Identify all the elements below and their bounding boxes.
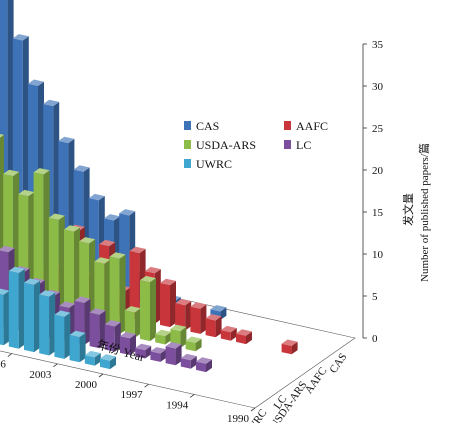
bar-usda-ars-1998 (170, 324, 187, 348)
legend-label: AAFC (296, 119, 328, 133)
bar-lc-1999 (135, 343, 152, 359)
legend-swatch (184, 121, 191, 130)
x-tick (189, 394, 195, 398)
legend-item-lc: LC (284, 138, 311, 152)
bar-uwrc-2005 (24, 278, 40, 353)
bar-lc-2001 (104, 320, 121, 352)
bar-usda-ars-1997 (185, 336, 202, 352)
bar-aafc-1992 (281, 339, 298, 355)
y-tick-label: 20 (372, 165, 384, 177)
x-tick (250, 407, 256, 412)
bar-uwrc-2004 (39, 290, 56, 356)
bar-usda-ars-2001 (124, 306, 141, 338)
bar-uwrc-2003 (54, 310, 71, 359)
y-tick-label: 25 (372, 123, 384, 135)
bar-lc-1996 (180, 353, 197, 369)
bar-uwrc-2001 (84, 350, 101, 366)
bar-usda-ars-2002 (109, 252, 126, 335)
legend-swatch (284, 121, 291, 130)
bar-uwrc-2002 (69, 330, 86, 363)
x-tick (144, 383, 149, 388)
x-tick (7, 353, 13, 357)
x-tick (98, 373, 104, 378)
x-tick-label: 2000 (75, 379, 98, 391)
legend-item-uwrc: UWRC (184, 157, 232, 171)
bar-lc-2002 (89, 308, 106, 349)
x-tick-label: 1990 (227, 413, 250, 423)
bar-aafc-1997 (205, 314, 222, 338)
bar-lc-1995 (196, 357, 212, 373)
bar-uwrc-2006 (8, 266, 25, 349)
bars-layer (0, 0, 298, 373)
x-tick-label: 1997 (121, 389, 144, 401)
legend-label: UWRC (196, 157, 232, 171)
bar-lc-1997 (165, 342, 182, 366)
y-tick-label: 35 (372, 39, 384, 51)
bar-uwrc-2000 (100, 354, 116, 370)
x-tick (53, 363, 58, 368)
bar-aafc-1996 (220, 325, 237, 341)
legend-label: LC (296, 138, 311, 152)
bar-aafc-1999 (175, 298, 192, 331)
legend-swatch (184, 159, 191, 168)
legend-swatch (184, 140, 191, 149)
legend-label: CAS (196, 119, 219, 133)
bar-aafc-1998 (190, 302, 207, 334)
x-tick-label: 2003 (29, 369, 52, 381)
legend-item-cas: CAS (184, 119, 219, 133)
legend-item-usda-ars: USDA-ARS (184, 138, 256, 152)
x-tick-label: 1994 (166, 399, 189, 411)
bar-usda-ars-2003 (94, 257, 111, 331)
y-tick-label: 15 (372, 207, 384, 219)
bar-usda-ars-2000 (140, 275, 156, 342)
legend-label: USDA-ARS (196, 138, 256, 152)
bar-usda-ars-1999 (155, 329, 172, 345)
y-axis-label-cn: 发文量 (401, 193, 415, 226)
bar-uwrc-2007 (0, 288, 10, 346)
y-tick-label: 0 (372, 333, 378, 345)
y-tick-label: 5 (372, 291, 378, 303)
y-tick-label: 10 (372, 249, 384, 261)
bar-lc-2000 (120, 331, 136, 356)
legend-swatch (284, 140, 291, 149)
y-tick-label: 30 (372, 81, 384, 93)
bar-aafc-1995 (236, 329, 252, 345)
y-axis-label: Number of published papers/篇 (417, 143, 431, 282)
depth-label-aafc: AAFC (303, 365, 330, 396)
bar-aafc-2000 (160, 278, 176, 328)
legend: CAS AAFC USDA-ARS LC UWRC (184, 119, 328, 171)
x-tick-label: 2006 (0, 359, 6, 371)
bar-lc-1998 (150, 347, 167, 362)
legend-item-aafc: AAFC (284, 119, 328, 133)
